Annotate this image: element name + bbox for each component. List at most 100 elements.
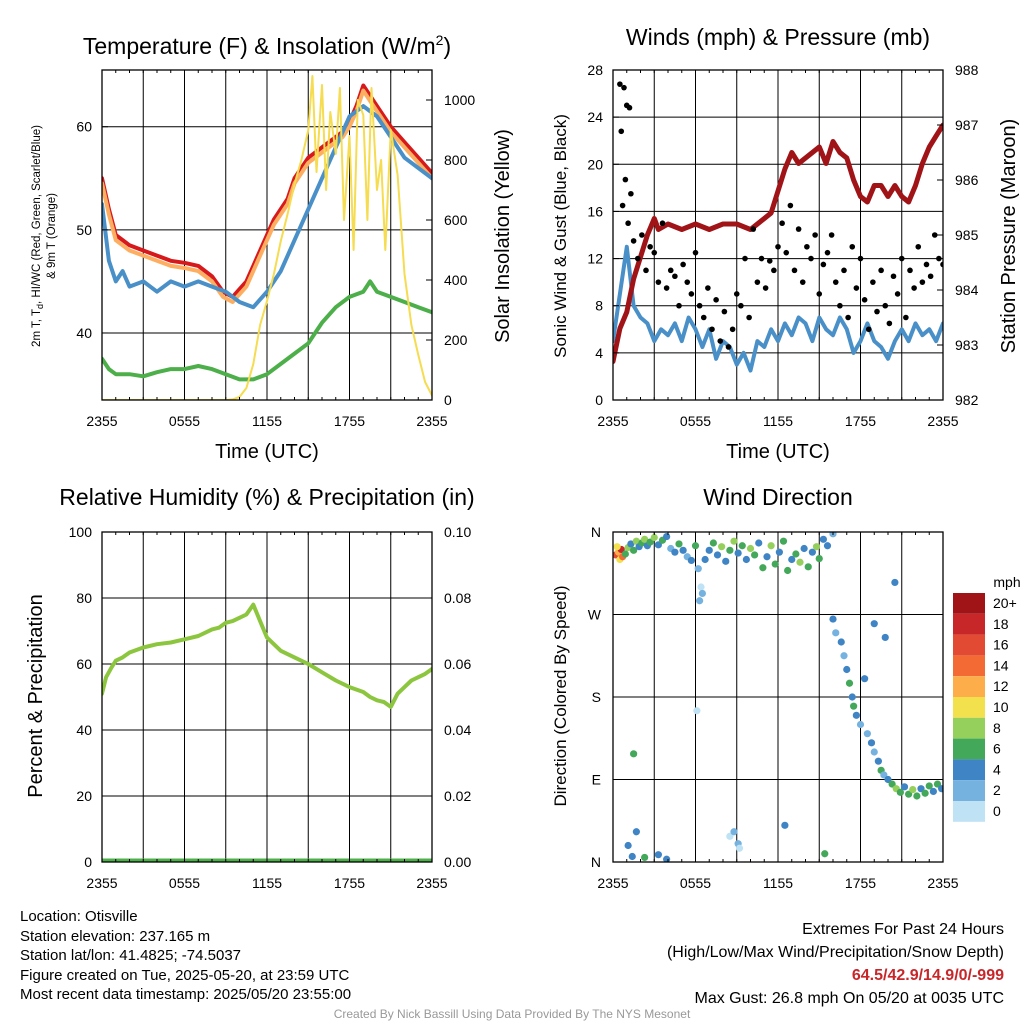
gust-point bbox=[630, 238, 637, 244]
winds-series-1 bbox=[613, 122, 943, 364]
winds-series-0 bbox=[613, 244, 943, 373]
direction-point bbox=[718, 543, 726, 551]
extremes-title: Extremes For Past 24 Hours bbox=[802, 921, 1004, 938]
direction-point bbox=[726, 832, 734, 840]
gust-point bbox=[684, 279, 691, 285]
humidity-ytick-right-label: 0.00 bbox=[444, 854, 471, 870]
gust-point bbox=[890, 273, 897, 280]
gust-point bbox=[775, 243, 781, 250]
latlon-text: Station lat/lon: 41.4825; -74.5037 bbox=[20, 947, 242, 964]
gust-point bbox=[841, 267, 847, 274]
direction-point bbox=[632, 828, 640, 836]
direction-point bbox=[621, 550, 629, 558]
direction-point bbox=[654, 541, 662, 549]
gust-point bbox=[672, 273, 678, 280]
gust-point bbox=[923, 261, 930, 268]
winds-plot bbox=[613, 81, 943, 373]
temperature-xtick-label: 0555 bbox=[169, 413, 200, 429]
direction-point bbox=[808, 548, 816, 556]
legend-swatch bbox=[953, 655, 985, 677]
temperature-series-0 bbox=[102, 83, 432, 299]
legend-swatch bbox=[953, 697, 985, 718]
direction-point bbox=[730, 537, 738, 545]
gust-point bbox=[742, 255, 748, 262]
winds-ytick-right-label: 983 bbox=[955, 337, 979, 353]
temperature-ytick-label: 40 bbox=[76, 325, 92, 341]
direction-point bbox=[905, 790, 913, 798]
gust-point bbox=[857, 255, 864, 262]
direction-point bbox=[767, 542, 775, 550]
direction-ylabel-left: Direction (Colored By Speed) bbox=[551, 585, 570, 806]
direction-point bbox=[675, 540, 683, 548]
humidity-xtick-label: 2355 bbox=[86, 875, 117, 891]
direction-point bbox=[627, 540, 635, 548]
legend-label: 16 bbox=[993, 637, 1009, 653]
temperature-xtick-label: 2355 bbox=[86, 413, 117, 429]
legend-label: 6 bbox=[993, 741, 1001, 757]
humidity-ytick-label: 60 bbox=[76, 656, 92, 672]
direction-point bbox=[738, 542, 746, 550]
gust-point bbox=[894, 291, 901, 297]
direction-point bbox=[867, 739, 876, 747]
winds-ytick-label: 8 bbox=[595, 298, 603, 314]
direction-ytick-label: E bbox=[592, 772, 601, 788]
gust-point bbox=[828, 232, 835, 238]
gust-point bbox=[729, 326, 736, 333]
gust-point bbox=[628, 190, 634, 197]
direction-panel: Wind Direction Direction (Colored By Spe… bbox=[551, 484, 1021, 891]
humidity-ytick-right-label: 0.06 bbox=[444, 656, 471, 672]
gust-point bbox=[639, 232, 645, 238]
direction-point bbox=[840, 652, 848, 660]
gust-point bbox=[927, 273, 934, 280]
extremes-info: Extremes For Past 24 Hours (High/Low/Max… bbox=[667, 918, 1004, 1010]
gust-point bbox=[618, 128, 625, 135]
direction-point bbox=[771, 560, 779, 568]
gust-point bbox=[824, 249, 831, 256]
legend-label: 8 bbox=[993, 720, 1001, 736]
direction-point bbox=[880, 771, 888, 779]
direction-point bbox=[848, 693, 856, 701]
temperature-ylabel-left: 2m T, Td, HI/WC (Red, Green, Scarlet/Blu… bbox=[31, 125, 45, 347]
temperature-series-4 bbox=[102, 75, 432, 400]
winds-xtick-label: 1155 bbox=[763, 413, 793, 429]
direction-point bbox=[671, 548, 679, 556]
winds-ytick-label: 20 bbox=[587, 156, 603, 172]
winds-ytick-label: 12 bbox=[587, 251, 603, 267]
gust-point bbox=[725, 344, 732, 350]
gust-point bbox=[634, 255, 641, 262]
extremes-subtitle: (High/Low/Max Wind/Precipitation/Snow De… bbox=[666, 944, 1004, 961]
humidity-xtick-label: 2355 bbox=[416, 875, 447, 891]
direction-point bbox=[650, 533, 658, 542]
created-text: Figure created on Tue, 2025-05-20, at 23… bbox=[20, 966, 350, 984]
winds-ytick-right-label: 982 bbox=[955, 392, 979, 408]
direction-point bbox=[881, 633, 889, 642]
gust-point bbox=[783, 249, 790, 256]
direction-point bbox=[734, 549, 742, 557]
direction-ytick-label: S bbox=[592, 689, 601, 705]
temperature-xlabel: Time (UTC) bbox=[215, 441, 319, 463]
gust-point bbox=[931, 232, 938, 238]
humidity-plot bbox=[102, 602, 432, 862]
gust-point bbox=[667, 267, 674, 274]
winds-ytick-right-label: 986 bbox=[955, 172, 979, 188]
gust-point bbox=[820, 261, 827, 268]
direction-point bbox=[815, 554, 823, 563]
direction-point bbox=[870, 748, 878, 756]
winds-xtick-label: 2355 bbox=[927, 413, 958, 429]
direction-point bbox=[693, 707, 701, 715]
winds-ytick-label: 24 bbox=[587, 109, 603, 125]
direction-point bbox=[832, 629, 840, 637]
credit-text: Created By Nick Bassill Using Data Provi… bbox=[333, 1007, 691, 1021]
direction-point bbox=[896, 788, 904, 796]
gust-point bbox=[754, 279, 761, 285]
temperature-panel: Temperature (F) & Insolation (W/m2) 2m T… bbox=[31, 32, 514, 463]
temperature-ytick-right-label: 400 bbox=[444, 272, 468, 288]
direction-point bbox=[628, 852, 636, 861]
direction-ytick-label: W bbox=[588, 607, 602, 623]
winds-title: Winds (mph) & Pressure (mb) bbox=[626, 24, 930, 50]
humidity-ytick-label: 40 bbox=[76, 722, 92, 738]
gust-point bbox=[659, 220, 666, 227]
gust-point bbox=[663, 285, 670, 291]
legend-label: 10 bbox=[993, 699, 1009, 715]
direction-point bbox=[679, 546, 687, 554]
